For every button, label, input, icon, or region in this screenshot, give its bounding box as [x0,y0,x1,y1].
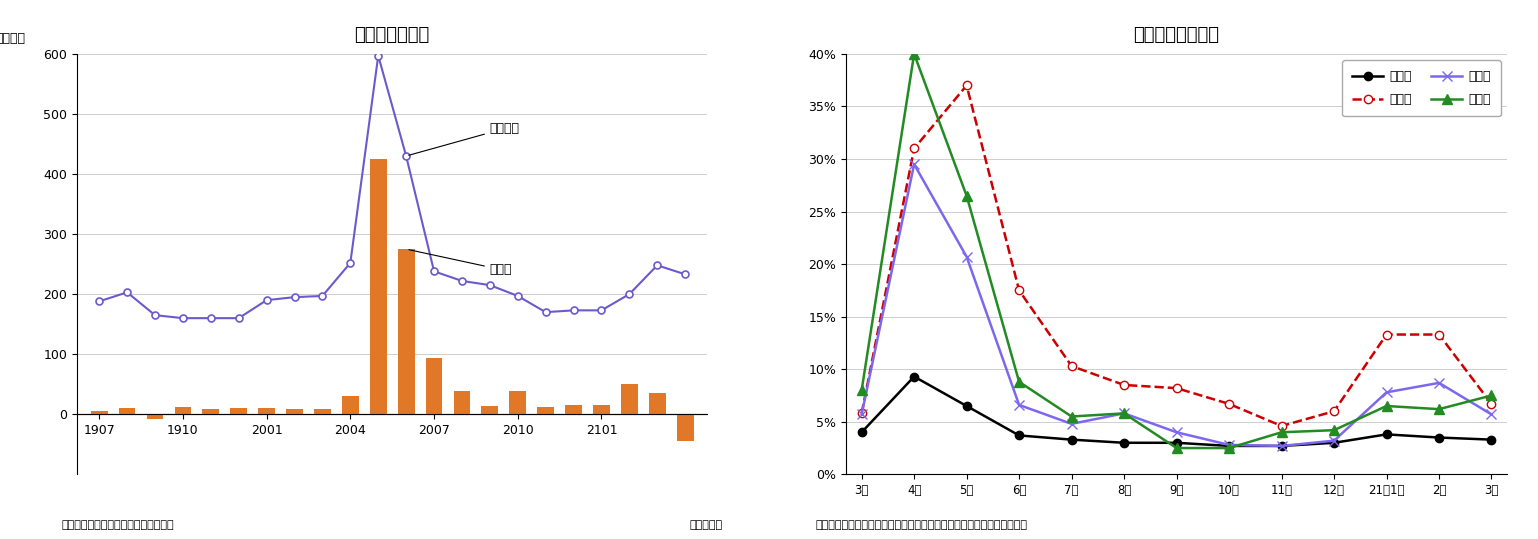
娱楽業 [1378,403,1397,409]
飲食店 [1167,429,1186,436]
娱楽業 [957,192,975,199]
Bar [509,391,526,414]
宿泊業 [852,410,871,417]
宿泊業 [957,82,975,89]
飲食店 [1115,410,1134,417]
飲食店 [1378,389,1397,396]
全産業 [1063,437,1081,443]
宿泊業 [1010,287,1029,294]
Line: 全産業: 全産業 [858,372,1495,450]
Bar [146,414,163,419]
全産業 [1167,440,1186,446]
宿泊業 [1378,331,1397,338]
Bar [594,405,611,414]
娱楽業 [1324,427,1343,433]
全産業 [1378,431,1397,438]
Bar [426,358,443,414]
Text: （年・月）: （年・月） [689,520,723,530]
娱楽業 [904,51,923,57]
Text: 休業者数: 休業者数 [409,122,520,155]
Bar [398,249,415,414]
Text: （資料）総務省統計局「労働力調査」　（注）休業率＝休業者／就業者: （資料）総務省統計局「労働力調査」 （注）休業率＝休業者／就業者 [815,520,1027,530]
Bar [341,396,358,414]
娱楽業 [1167,445,1186,451]
Legend: 全産業, 宿泊業, 飲食店, 娯楽業: 全産業, 宿泊業, 飲食店, 娯楽業 [1343,60,1501,116]
Title: 休業者数の推移: 休業者数の推移 [355,26,429,44]
娱楽業 [1272,429,1290,436]
Bar [481,406,498,414]
飲食店 [1272,443,1290,449]
Bar [649,393,666,414]
飲食店 [1010,402,1029,408]
宿泊業 [1220,400,1238,407]
Line: 飲食店: 飲食店 [857,160,1496,451]
Bar [677,414,694,441]
全産業 [852,429,871,436]
Bar [118,408,135,414]
Title: 主な産業別休業率: 主な産業別休業率 [1134,26,1220,44]
飲食店 [1063,420,1081,427]
Bar [231,408,248,414]
娱楽業 [1115,410,1134,417]
全産業 [1324,440,1343,446]
Text: 前年差: 前年差 [409,250,512,276]
Bar [258,408,275,414]
娱楽業 [852,387,871,393]
娱楽業 [1483,392,1501,399]
宿泊業 [1483,400,1501,407]
全産業 [1483,437,1501,443]
宿泊業 [1115,382,1134,388]
全産業 [1115,440,1134,446]
Bar [91,411,108,414]
全産業 [957,403,975,409]
Bar [564,405,581,414]
宿泊業 [1063,363,1081,369]
Bar [286,410,303,414]
飲食店 [957,253,975,260]
飲食店 [852,411,871,418]
Text: （資料）総務省統計局「労働力調査」: （資料）総務省統計局「労働力調査」 [62,520,174,530]
Bar [203,410,220,414]
Bar [537,407,554,414]
飲食店 [1430,379,1449,386]
Bar [369,159,386,414]
娱楽業 [1220,445,1238,451]
宿泊業 [1167,385,1186,391]
飲食店 [1483,411,1501,418]
飲食店 [904,161,923,168]
Text: （万人）: （万人） [0,32,25,45]
全産業 [1010,432,1029,439]
全産業 [1272,443,1290,449]
飲食店 [1220,441,1238,448]
娱楽業 [1430,406,1449,412]
Line: 娱楽業: 娱楽業 [857,49,1496,453]
全産業 [904,374,923,380]
Bar [174,407,191,414]
全産業 [1430,434,1449,441]
宿泊業 [1272,423,1290,429]
飲食店 [1324,438,1343,444]
全産業 [1220,443,1238,449]
娱楽業 [1063,413,1081,420]
Bar [621,384,638,414]
宿泊業 [1324,408,1343,414]
宿泊業 [1430,331,1449,338]
宿泊業 [904,145,923,152]
Bar [314,410,331,414]
Bar [454,391,471,414]
娱楽業 [1010,378,1029,385]
Line: 宿泊業: 宿泊業 [858,81,1495,430]
